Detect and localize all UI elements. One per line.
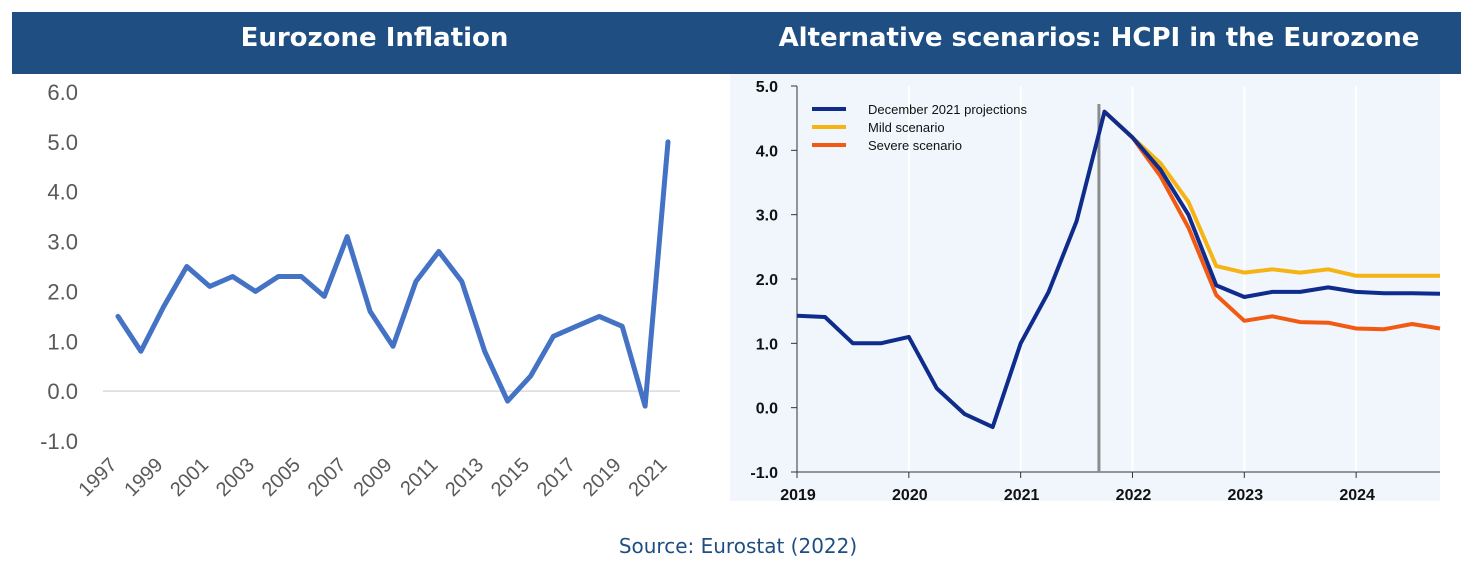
y-tick-label: 6.0 (47, 80, 78, 105)
y-tick-label: 0.0 (47, 379, 78, 404)
x-tick-label: 2009 (350, 454, 397, 501)
x-tick-label: 2021 (1004, 487, 1040, 504)
title-banner: Eurozone Inflation Alternative scenarios… (12, 12, 1461, 74)
x-tick-label: 1999 (120, 454, 167, 501)
x-tick-label: 2021 (625, 454, 672, 501)
y-tick-label: 2.0 (756, 272, 778, 289)
y-tick-label: 4.0 (47, 180, 78, 205)
x-tick-label: 2005 (258, 454, 305, 501)
x-tick-label: 2019 (579, 454, 626, 501)
x-tick-label: 1997 (75, 454, 122, 501)
legend-label: Mild scenario (868, 120, 945, 135)
eurozone-inflation-chart: 6.05.04.03.02.01.00.0-1.0199719992001200… (40, 80, 680, 501)
series-line-mild-scenario (1103, 110, 1440, 278)
x-tick-label: 2017 (533, 454, 580, 501)
y-tick-label: 2.0 (47, 279, 78, 304)
right-chart-title: Alternative scenarios: HCPI in the Euroz… (778, 23, 1420, 53)
y-tick-label: 3.0 (756, 208, 778, 225)
x-tick-label: 2015 (487, 454, 534, 501)
y-tick-label: -1.0 (40, 429, 78, 454)
y-tick-label: 1.0 (756, 336, 778, 353)
y-tick-label: -1.0 (750, 465, 778, 482)
series-line-severe-scenario (1103, 110, 1441, 332)
source-note: Source: Eurostat (2022) (618, 534, 858, 558)
legend-label: Severe scenario (868, 138, 962, 153)
inflation-series-line (115, 139, 671, 409)
x-tick-label: 2007 (304, 454, 351, 501)
y-tick-label: 5.0 (47, 130, 78, 155)
series-line-december-2021-projections (796, 109, 1441, 429)
y-tick-label: 1.0 (47, 329, 78, 354)
x-tick-label: 2003 (212, 454, 259, 501)
x-tick-label: 2011 (396, 454, 442, 500)
x-tick-label: 2019 (780, 487, 816, 504)
x-tick-label: 2020 (892, 487, 928, 504)
y-tick-label: 3.0 (47, 230, 78, 255)
x-tick-label: 2023 (1228, 487, 1264, 504)
chart-legend: December 2021 projections Mild scenario Se… (812, 102, 1027, 153)
x-tick-label: 2013 (441, 454, 488, 501)
y-tick-label: 4.0 (756, 143, 778, 160)
x-tick-label: 2024 (1339, 487, 1375, 504)
x-tick-label: 2001 (166, 454, 213, 501)
legend-label: December 2021 projections (868, 102, 1027, 117)
y-tick-label: 0.0 (756, 401, 778, 418)
x-tick-label: 2022 (1116, 487, 1152, 504)
y-tick-label: 5.0 (756, 79, 778, 96)
left-chart-title: Eurozone Inflation (240, 23, 509, 53)
